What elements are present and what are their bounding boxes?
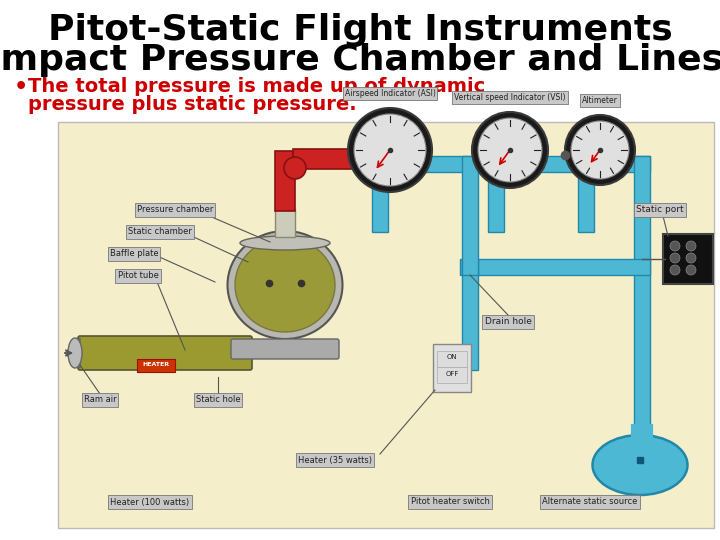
Circle shape xyxy=(670,253,680,263)
Circle shape xyxy=(565,115,635,185)
Circle shape xyxy=(348,108,432,192)
Text: Altimeter: Altimeter xyxy=(582,96,618,105)
FancyBboxPatch shape xyxy=(275,151,295,211)
Ellipse shape xyxy=(235,238,335,332)
FancyBboxPatch shape xyxy=(293,149,373,169)
FancyBboxPatch shape xyxy=(137,359,175,372)
FancyBboxPatch shape xyxy=(462,156,478,275)
Text: Airspeed Indicator (ASI): Airspeed Indicator (ASI) xyxy=(345,89,436,98)
Text: Alternate static source: Alternate static source xyxy=(542,497,638,507)
Text: Vertical speed Indicator (VSI): Vertical speed Indicator (VSI) xyxy=(454,93,566,102)
Circle shape xyxy=(670,265,680,275)
FancyBboxPatch shape xyxy=(437,367,467,383)
Text: OFF: OFF xyxy=(445,371,459,377)
FancyBboxPatch shape xyxy=(433,344,471,392)
Circle shape xyxy=(571,121,629,179)
Text: Heater (100 watts): Heater (100 watts) xyxy=(110,497,189,507)
Text: Impact Pressure Chamber and Lines: Impact Pressure Chamber and Lines xyxy=(0,43,720,77)
Text: Ram air: Ram air xyxy=(84,395,117,404)
FancyBboxPatch shape xyxy=(58,122,714,528)
Polygon shape xyxy=(65,338,80,368)
Text: The total pressure is made up of dynamic: The total pressure is made up of dynamic xyxy=(28,78,485,97)
FancyBboxPatch shape xyxy=(275,209,295,237)
Text: HEATER: HEATER xyxy=(143,362,170,368)
FancyBboxPatch shape xyxy=(663,234,713,284)
Text: Pitot heater switch: Pitot heater switch xyxy=(410,497,490,507)
FancyBboxPatch shape xyxy=(78,336,252,370)
Circle shape xyxy=(670,241,680,251)
Circle shape xyxy=(686,253,696,263)
Ellipse shape xyxy=(284,157,306,179)
Text: Static chamber: Static chamber xyxy=(128,227,192,237)
FancyBboxPatch shape xyxy=(231,339,339,359)
Text: pressure plus static pressure.: pressure plus static pressure. xyxy=(28,94,356,113)
Circle shape xyxy=(686,265,696,275)
FancyBboxPatch shape xyxy=(578,170,594,232)
FancyBboxPatch shape xyxy=(634,156,650,440)
Text: Baffle plate: Baffle plate xyxy=(109,249,158,259)
Ellipse shape xyxy=(68,338,82,368)
FancyBboxPatch shape xyxy=(488,170,504,232)
Text: ON: ON xyxy=(446,354,457,360)
Text: Pressure chamber: Pressure chamber xyxy=(137,206,213,214)
FancyBboxPatch shape xyxy=(372,170,388,232)
FancyBboxPatch shape xyxy=(437,351,467,367)
Ellipse shape xyxy=(228,231,343,339)
Circle shape xyxy=(354,114,426,186)
Text: •: • xyxy=(14,77,28,97)
Text: Pitot tube: Pitot tube xyxy=(117,272,158,280)
FancyBboxPatch shape xyxy=(362,156,650,172)
Ellipse shape xyxy=(593,435,688,495)
Text: Static hole: Static hole xyxy=(196,395,240,404)
FancyBboxPatch shape xyxy=(462,259,478,370)
Text: Drain hole: Drain hole xyxy=(485,318,531,327)
Text: Heater (35 watts): Heater (35 watts) xyxy=(298,456,372,464)
Ellipse shape xyxy=(240,236,330,250)
Text: Pitot-Static Flight Instruments: Pitot-Static Flight Instruments xyxy=(48,13,672,47)
Circle shape xyxy=(478,118,542,182)
Circle shape xyxy=(472,112,548,188)
Circle shape xyxy=(686,241,696,251)
FancyBboxPatch shape xyxy=(460,259,650,275)
Text: Static port: Static port xyxy=(636,206,684,214)
